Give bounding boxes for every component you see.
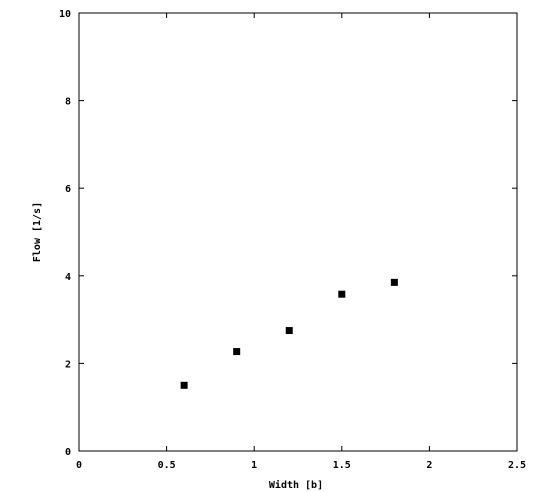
y-tick-label: 0 [65,447,71,458]
data-point [338,290,346,298]
plot-frame [78,12,518,452]
data-point [390,278,398,286]
y-tick-label: 2 [65,359,71,370]
x-tick-label: 0.5 [158,460,176,471]
x-axis-label: Width [b] [269,479,323,491]
data-point [233,348,241,356]
y-tick-label: 6 [65,184,71,195]
data-point [180,381,188,389]
y-axis: 0 2 4 6 8 10 [59,9,517,458]
x-tick-label: 0 [76,460,82,471]
y-tick-label: 4 [65,272,71,283]
y-tick-label: 8 [65,97,71,108]
y-axis-label: Flow [1/s] [32,202,43,262]
x-tick-label: 1 [251,460,257,471]
x-axis: 0 0.5 1 1.5 2 2.5 [76,13,526,471]
data-points [180,278,398,389]
x-tick-label: 2 [426,460,432,471]
y-tick-label: 10 [59,9,71,20]
data-point [285,327,293,335]
x-tick-label: 2.5 [508,460,526,471]
x-tick-label: 1.5 [333,460,351,471]
